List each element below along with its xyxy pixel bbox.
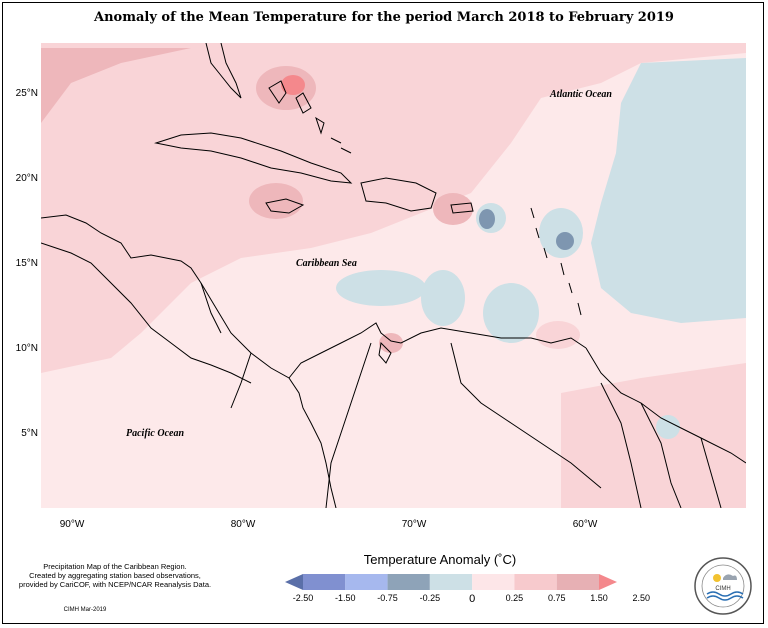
legend-tick-label: 1.50	[590, 593, 608, 603]
legend-cell	[303, 574, 346, 590]
cimh-logo: CIMH	[693, 556, 753, 616]
cool-blob-3	[483, 283, 539, 343]
anomaly-zone-atlantic-cool	[591, 58, 746, 323]
lat-label-10: 10°N	[15, 343, 38, 354]
footnote-credit: CIMH Mar-2019	[63, 607, 107, 613]
legend-tick-label: 2.50	[632, 593, 651, 603]
atlantic-ocean-label: Atlantic Ocean	[550, 89, 612, 100]
legend-cell	[472, 574, 515, 590]
warm-core-bahamas	[281, 75, 305, 95]
legend-tick-label: 0.25	[505, 593, 524, 603]
lon-label-60: 60°W	[572, 519, 598, 530]
legend-tick-label: 0	[469, 593, 476, 605]
cool-core-2	[556, 232, 574, 250]
lon-label-80: 80°W	[230, 519, 256, 530]
legend-cell	[599, 574, 617, 590]
map-title: Anomaly of the Mean Temperature for the …	[94, 10, 674, 25]
legend-cell	[429, 574, 473, 590]
legend-cell	[387, 574, 430, 590]
lat-label-20: 20°N	[15, 173, 38, 184]
lon-label-70: 70°W	[401, 519, 427, 530]
legend-tick-label: -0.25	[419, 593, 441, 603]
footnote-line-1: Precipitation Map of the Caribbean Regio…	[43, 562, 187, 571]
legend-tick-label: -0.75	[377, 593, 398, 603]
lon-label-90: 90°W	[59, 519, 85, 530]
lat-label-5: 5°N	[21, 428, 38, 439]
warm-hotspot-venezuela	[379, 333, 403, 353]
legend-cell	[285, 574, 303, 590]
cool-blob-2	[421, 270, 465, 326]
legend-tick-label: -1.50	[335, 593, 356, 603]
logo-text: CIMH	[715, 586, 730, 592]
warm-hotspot-trinidad	[536, 321, 580, 349]
caribbean-sea-label: Caribbean Sea	[296, 258, 357, 269]
legend-tick-label: -2.50	[292, 593, 314, 603]
lat-label-25: 25°N	[15, 88, 38, 99]
cool-core-1	[479, 209, 495, 229]
legend-colorbar	[285, 574, 617, 595]
pacific-ocean-label: Pacific Ocean	[126, 428, 185, 439]
map-svg[interactable]	[41, 43, 746, 508]
legend-cell	[514, 574, 557, 590]
legend-tick-label: 0.75	[547, 593, 566, 603]
footnote-line-2: Created by aggregating station based obs…	[29, 571, 201, 580]
legend-cell	[556, 574, 599, 590]
lat-label-15: 15°N	[15, 258, 38, 269]
cool-blob-1	[336, 270, 426, 306]
map-panel[interactable]	[41, 43, 746, 508]
anomaly-zone-guiana	[561, 363, 746, 508]
anomaly-zone-gulf	[41, 48, 191, 123]
legend-cell	[345, 574, 388, 590]
warm-hotspot-pr	[433, 193, 473, 225]
footnote-line-3: provided by CariCOF, with NCEP/NCAR Rean…	[18, 580, 212, 589]
anomaly-zone-positive	[41, 43, 746, 373]
legend-title: Temperature Anomaly (˚C)	[363, 552, 517, 567]
coastlines	[41, 43, 746, 508]
cool-blob-6	[656, 415, 680, 439]
